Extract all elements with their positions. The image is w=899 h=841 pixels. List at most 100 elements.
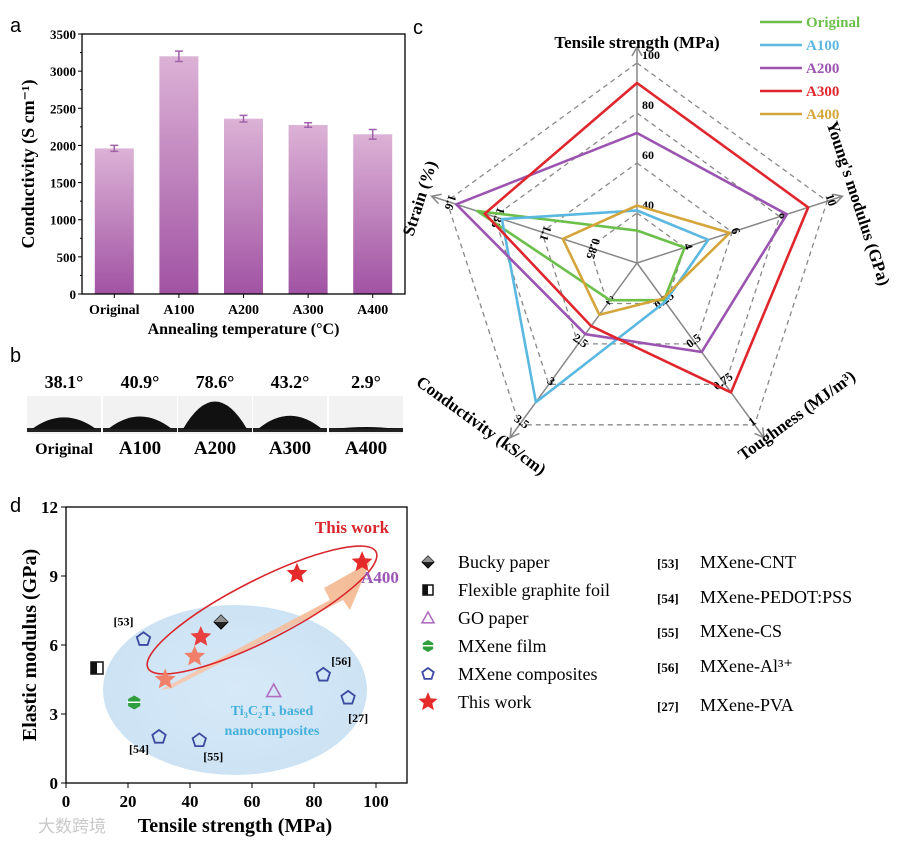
y-tick-label: 2500 <box>50 101 76 116</box>
region-label: nanocomposites <box>225 724 320 739</box>
region-label: Ti₃C₂Tₓ based <box>231 704 314 719</box>
contact-angle-panel: 38.1° Original 40.9° A100 78.6° A200 43.2° A300… <box>27 372 403 459</box>
y-tick-label: 1500 <box>50 176 76 191</box>
legend-marker-diamond-half <box>422 556 434 562</box>
radar-grid-ring <box>588 212 686 305</box>
legend-label: A400 <box>806 107 839 123</box>
data-point-star <box>154 668 176 689</box>
legend-label: A300 <box>806 84 839 100</box>
reference-label: [55] <box>203 749 223 763</box>
x-tick-label: 20 <box>120 792 137 811</box>
legend-marker-triangle <box>420 610 436 624</box>
radar-axis-title: Toughness (MJ/m³) <box>735 367 859 465</box>
bar <box>224 118 263 294</box>
radar-tick-label: 80 <box>642 98 654 112</box>
x-tick-label: 60 <box>244 792 261 811</box>
sample-label: A400 <box>345 438 387 459</box>
contact-angle-value: 78.6° <box>196 372 235 392</box>
y-axis-title: Conductivity (S cm⁻¹) <box>18 80 39 249</box>
reference-name: MXene-CNT <box>700 552 796 572</box>
radar-tick-label: 6 <box>728 226 743 236</box>
reference-name: MXene-CS <box>700 621 782 641</box>
radar-axis-title: Conductivity (kS/cm) <box>413 372 550 479</box>
data-point-pentagon <box>340 689 356 705</box>
radar-axis <box>509 262 638 439</box>
data-point-star <box>286 562 308 583</box>
y-tick-label: 3000 <box>50 64 76 79</box>
radar-series-a300 <box>483 81 810 394</box>
radar-tick-label: 60 <box>642 148 654 162</box>
reference-label: [56] <box>331 654 351 668</box>
a400-annotation: A400 <box>361 568 399 587</box>
y-tick-label: 0 <box>70 287 77 302</box>
error-bar <box>174 50 183 63</box>
reference-name: MXene-PVA <box>700 695 794 715</box>
sample-label: Original <box>35 441 93 458</box>
data-point-hexagon-line <box>127 701 142 703</box>
radar-series-a400 <box>561 204 731 317</box>
radar-axis-title: Tensile strength (MPa) <box>554 33 719 52</box>
radar-tick-label: 1.6 <box>442 193 460 212</box>
error-bar <box>304 122 313 128</box>
x-tick-label: A100 <box>163 303 194 318</box>
this-work-annotation: This work <box>315 518 390 537</box>
y-tick-label: 9 <box>50 567 59 586</box>
radar-tick-label: 100 <box>642 48 660 62</box>
axis-arrow-icon <box>754 427 765 439</box>
radar-series-original <box>475 209 686 302</box>
axis-arrow-icon <box>509 427 520 439</box>
error-bar <box>368 128 377 140</box>
y-tick-label: 500 <box>57 250 77 265</box>
reference-key: [27] <box>657 699 679 714</box>
sample-label: A300 <box>269 438 311 459</box>
substrate <box>27 428 101 432</box>
y-axis-title: Elastic modulus (GPa) <box>19 549 41 741</box>
droplet <box>334 427 398 429</box>
data-point-star <box>190 626 212 646</box>
radar-tick-label: 4 <box>681 241 696 251</box>
y-tick-label: 2000 <box>50 138 76 153</box>
reference-key: [53] <box>657 556 679 571</box>
scatter-chart-modulus-vs-strength: Ti₃C₂Tₓ based nanocomposites This work A400… <box>19 498 852 837</box>
bar <box>159 56 199 295</box>
radar-grid-ring <box>446 62 828 426</box>
y-tick-label: 12 <box>41 498 58 517</box>
panel-label-a: a <box>10 15 22 37</box>
radar-axis <box>636 262 765 439</box>
x-tick-label: A300 <box>293 303 324 318</box>
data-point-diamond-half <box>214 615 228 622</box>
legend-marker-pentagon <box>421 666 435 680</box>
axis-arrow-icon <box>832 193 844 205</box>
radar-tick-label: 0.85 <box>583 237 603 261</box>
legend-label: This work <box>458 692 532 712</box>
data-point-triangle <box>265 682 283 698</box>
reference-label: [54] <box>129 742 149 756</box>
y-tick-label: 1000 <box>50 213 76 228</box>
legend-marker-square-half <box>423 585 428 595</box>
bar-chart-conductivity: Original A100 A200 A300 A400 0 500 1000 1500 2000… <box>18 27 406 338</box>
droplet <box>258 415 322 429</box>
radar-series-a200 <box>455 131 789 354</box>
radar-axis <box>431 195 638 264</box>
contact-angle-value: 40.9° <box>121 372 160 392</box>
legend-label: A100 <box>806 38 839 54</box>
sample-label: A200 <box>194 438 236 459</box>
substrate <box>253 428 327 432</box>
radar-chart-properties: 406080100468100.250.50.75122.533.50.851.… <box>399 15 894 479</box>
radar-grid-ring <box>493 112 781 386</box>
legend-label: Bucky paper <box>458 552 549 572</box>
x-tick-label: 80 <box>306 792 323 811</box>
y-tick-label: 0 <box>50 774 59 793</box>
this-work-ellipse <box>146 545 378 675</box>
reference-name: MXene-PEDOT:PSS <box>700 587 852 607</box>
watermark: 大数跨境 <box>38 817 106 836</box>
legend-label: Original <box>806 15 860 31</box>
bar <box>94 148 134 294</box>
error-bar <box>239 114 248 123</box>
legend-label: Flexible graphite foil <box>458 580 610 600</box>
x-tick-label: A400 <box>357 303 388 318</box>
x-axis-title: Annealing temperature (°C) <box>148 321 340 338</box>
radar-tick-label: 0.5 <box>683 331 703 351</box>
droplet <box>108 416 172 429</box>
droplet <box>183 401 247 429</box>
